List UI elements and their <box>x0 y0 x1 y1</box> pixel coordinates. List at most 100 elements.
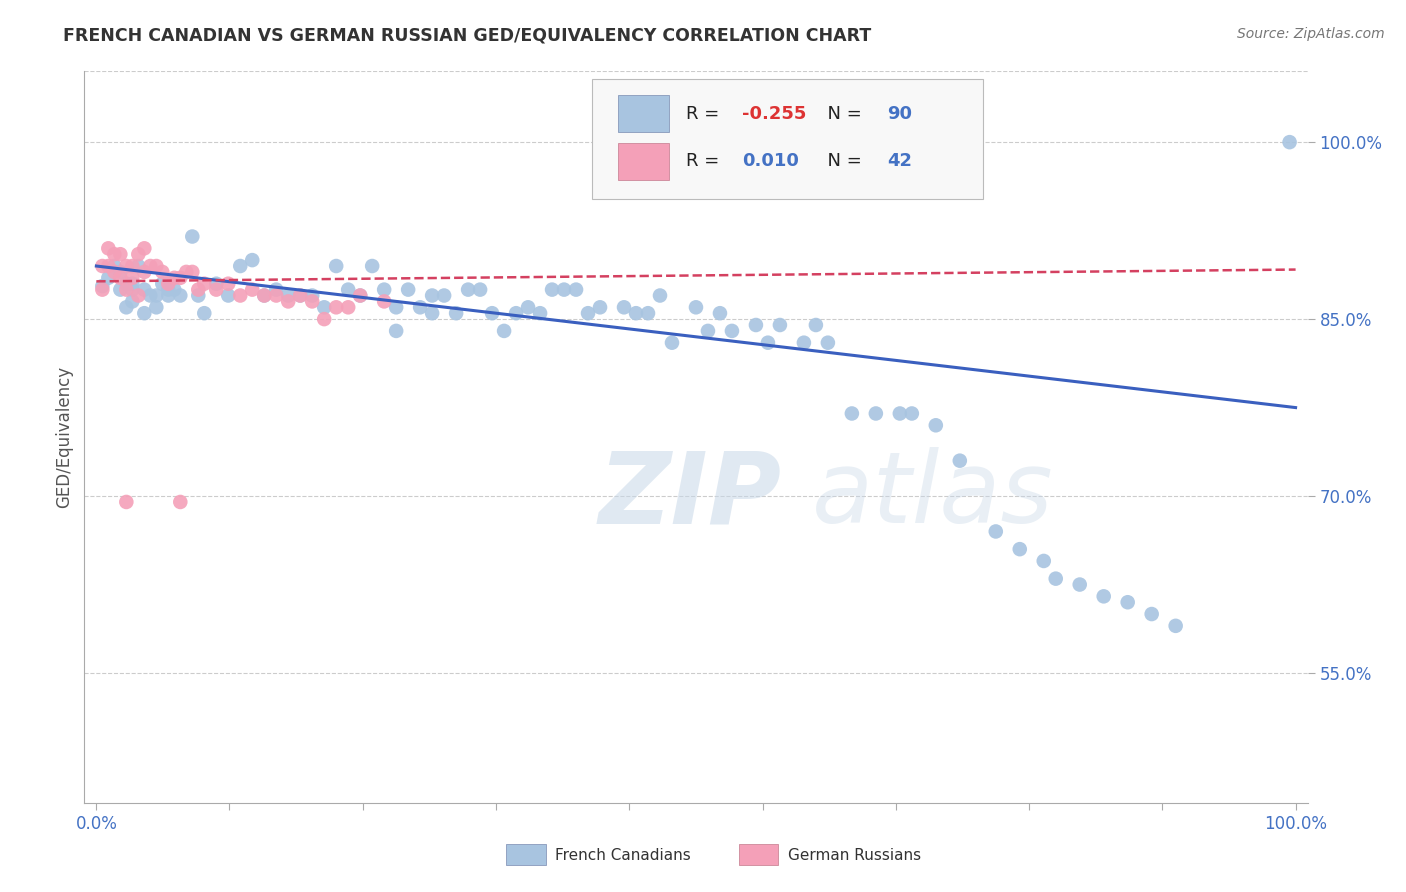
Point <box>541 283 564 297</box>
Point <box>134 265 156 279</box>
Point <box>110 247 132 261</box>
Point <box>121 294 143 309</box>
Point <box>97 270 120 285</box>
Point <box>145 259 167 273</box>
Point <box>169 495 191 509</box>
Text: 90: 90 <box>887 104 912 123</box>
Point <box>91 283 114 297</box>
Point <box>301 288 323 302</box>
Point <box>174 265 197 279</box>
Point <box>373 294 395 309</box>
Point <box>409 301 432 315</box>
Point <box>420 288 443 302</box>
Point <box>984 524 1007 539</box>
Point <box>481 306 503 320</box>
Point <box>1008 542 1031 557</box>
Point <box>648 288 671 302</box>
Point <box>91 259 114 273</box>
Point <box>150 277 173 291</box>
Point <box>205 277 228 291</box>
Point <box>253 288 276 302</box>
Point <box>290 288 312 302</box>
Point <box>433 288 456 302</box>
Text: R =: R = <box>686 153 725 170</box>
Point <box>865 407 887 421</box>
FancyBboxPatch shape <box>617 95 669 132</box>
Point <box>110 265 132 279</box>
Point <box>127 259 149 273</box>
Point <box>1069 577 1091 591</box>
Point <box>97 241 120 255</box>
Point <box>103 265 125 279</box>
Y-axis label: GED/Equivalency: GED/Equivalency <box>55 366 73 508</box>
Point <box>637 306 659 320</box>
Point <box>121 270 143 285</box>
Point <box>901 407 924 421</box>
Point <box>240 283 263 297</box>
Point <box>277 294 299 309</box>
Point <box>110 270 132 285</box>
Point <box>420 306 443 320</box>
Point <box>264 288 287 302</box>
Point <box>253 288 276 302</box>
Point <box>134 306 156 320</box>
Point <box>193 277 215 291</box>
FancyBboxPatch shape <box>506 845 546 865</box>
Point <box>181 229 204 244</box>
Point <box>127 247 149 261</box>
Text: R =: R = <box>686 104 725 123</box>
Point <box>325 301 347 315</box>
Point <box>187 288 209 302</box>
Text: N =: N = <box>815 153 868 170</box>
Point <box>187 283 209 297</box>
Point <box>157 288 180 302</box>
Point <box>337 283 360 297</box>
Text: FRENCH CANADIAN VS GERMAN RUSSIAN GED/EQUIVALENCY CORRELATION CHART: FRENCH CANADIAN VS GERMAN RUSSIAN GED/EQ… <box>63 27 872 45</box>
Point <box>756 335 779 350</box>
Point <box>1092 590 1115 604</box>
Point <box>804 318 827 332</box>
Point <box>624 306 647 320</box>
Point <box>565 283 588 297</box>
Point <box>264 283 287 297</box>
Text: atlas: atlas <box>813 447 1054 544</box>
Point <box>1140 607 1163 621</box>
Point <box>314 301 336 315</box>
Point <box>1045 572 1067 586</box>
Point <box>505 306 527 320</box>
Point <box>193 306 215 320</box>
Point <box>145 301 167 315</box>
FancyBboxPatch shape <box>592 78 983 200</box>
Point <box>91 279 114 293</box>
Point <box>103 247 125 261</box>
Text: German Russians: German Russians <box>787 848 921 863</box>
Point <box>889 407 911 421</box>
Point <box>385 301 408 315</box>
Point <box>163 283 186 297</box>
Point <box>229 259 252 273</box>
Point <box>115 495 138 509</box>
Point <box>589 301 612 315</box>
Text: French Canadians: French Canadians <box>555 848 692 863</box>
Point <box>169 270 191 285</box>
Point <box>127 288 149 302</box>
Point <box>205 283 228 297</box>
Point <box>110 283 132 297</box>
Point <box>1032 554 1054 568</box>
Point <box>169 288 191 302</box>
Point <box>925 418 948 433</box>
Point <box>115 301 138 315</box>
Point <box>240 253 263 268</box>
Point <box>1116 595 1139 609</box>
Point <box>150 265 173 279</box>
Point <box>145 288 167 302</box>
Point <box>139 259 162 273</box>
Point <box>457 283 479 297</box>
Point <box>134 241 156 255</box>
Point <box>817 335 839 350</box>
Point <box>157 277 180 291</box>
Point <box>157 283 180 297</box>
Text: N =: N = <box>815 104 868 123</box>
Point <box>103 259 125 273</box>
Point <box>373 283 395 297</box>
